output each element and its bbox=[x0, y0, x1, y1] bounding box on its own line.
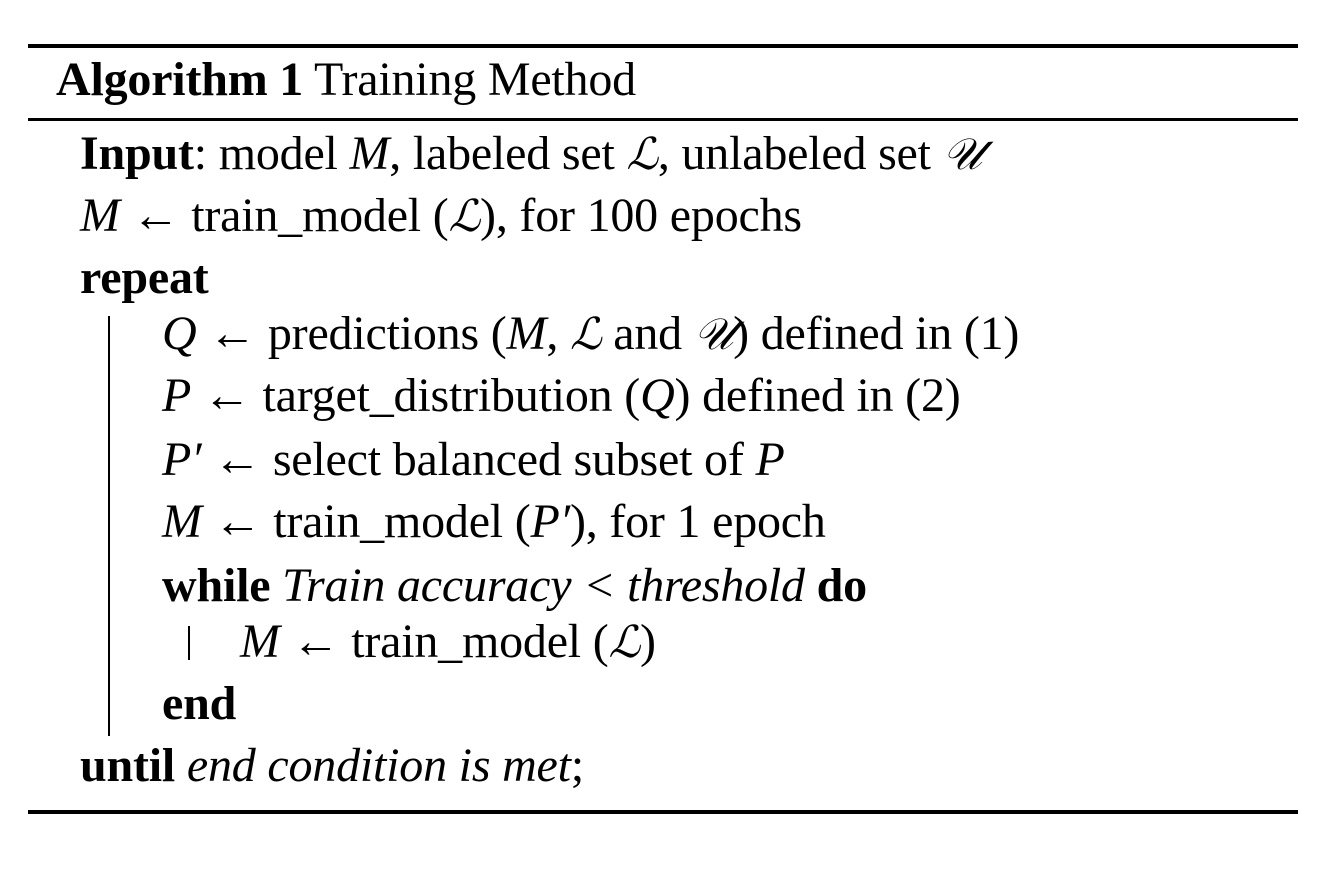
input-unlabeled-symbol: 𝒰 bbox=[942, 129, 983, 180]
until-semicolon: ; bbox=[570, 739, 584, 792]
input-line: Input: model M, labeled set ℒ, unlabeled… bbox=[80, 126, 982, 183]
q-text-3: and bbox=[601, 307, 694, 360]
do-keyword: do bbox=[816, 559, 867, 612]
input-keyword: Input bbox=[80, 127, 194, 180]
q-unlabeled-symbol: 𝒰 bbox=[693, 309, 734, 360]
init-labeled-symbol: ℒ bbox=[448, 191, 481, 242]
target-distribution-line: P ← target_distribution (Q) defined in (… bbox=[162, 368, 961, 424]
mtrain-text-2: ), for 1 epoch bbox=[569, 495, 826, 548]
mtrain-text-1: ← train_model ( bbox=[201, 495, 531, 548]
p-q-symbol: Q bbox=[640, 369, 675, 422]
bottom-rule bbox=[28, 810, 1298, 814]
pprime-symbol: P′ bbox=[162, 433, 202, 486]
algorithm-caption: Algorithm 1 Training Method bbox=[56, 52, 636, 108]
input-text-3: , unlabeled set bbox=[657, 127, 943, 180]
train-subset-line: M ← train_model (P′), for 1 epoch bbox=[162, 494, 826, 550]
input-text-2: , labeled set bbox=[389, 127, 627, 180]
init-text-2: ), for 100 epochs bbox=[480, 189, 802, 242]
while-line: while Train accuracy < threshold do bbox=[162, 558, 867, 614]
init-train-line: M ← train_model (ℒ), for 100 epochs bbox=[80, 188, 802, 245]
q-text-4: ) defined in (1) bbox=[733, 307, 1020, 360]
inner-text-1: ← train_model ( bbox=[279, 615, 609, 668]
while-condition: Train accuracy < threshold bbox=[270, 559, 817, 612]
input-model-symbol: M bbox=[349, 127, 390, 180]
while-block-bar bbox=[188, 626, 190, 660]
repeat-keyword: repeat bbox=[80, 251, 209, 304]
p-text-2: ) defined in (2) bbox=[674, 369, 961, 422]
balanced-subset-line: P′ ← select balanced subset of P bbox=[162, 432, 785, 488]
pprime-text-1: ← select balanced subset of bbox=[201, 433, 756, 486]
q-model-symbol: M bbox=[506, 307, 547, 360]
algorithm-title: Training Method bbox=[314, 53, 636, 106]
q-text-2: , bbox=[546, 307, 570, 360]
until-keyword: until bbox=[80, 739, 176, 792]
init-text-1: ← train_model ( bbox=[119, 189, 449, 242]
p-text-1: ← target_distribution ( bbox=[191, 369, 641, 422]
q-symbol: Q bbox=[162, 307, 197, 360]
mtrain-pprime-symbol: P′ bbox=[530, 495, 571, 548]
input-labeled-symbol: ℒ bbox=[626, 129, 658, 180]
mtrain-model-symbol: M bbox=[162, 495, 202, 548]
until-condition: end condition is met bbox=[175, 739, 571, 792]
inner-text-2: ) bbox=[640, 615, 656, 668]
predictions-line: Q ← predictions (M, ℒ and 𝒰) defined in … bbox=[162, 306, 1019, 363]
q-text-1: ← predictions ( bbox=[196, 307, 507, 360]
end-keyword: end bbox=[162, 677, 237, 730]
until-line: until end condition is met; bbox=[80, 738, 584, 794]
algorithm-label: Algorithm 1 bbox=[56, 53, 304, 106]
pprime-p-symbol: P bbox=[755, 433, 785, 486]
repeat-block-bar bbox=[108, 316, 110, 736]
q-labeled-symbol: ℒ bbox=[569, 309, 602, 360]
inner-labeled-symbol: ℒ bbox=[608, 617, 641, 668]
p-symbol: P bbox=[162, 369, 192, 422]
input-text-1: : model bbox=[193, 127, 350, 180]
caption-rule bbox=[28, 118, 1298, 121]
inner-train-line: M ← train_model (ℒ) bbox=[240, 614, 656, 671]
top-rule bbox=[28, 44, 1298, 48]
inner-model-symbol: M bbox=[240, 615, 280, 668]
init-model-symbol: M bbox=[80, 189, 120, 242]
while-keyword: while bbox=[162, 559, 271, 612]
